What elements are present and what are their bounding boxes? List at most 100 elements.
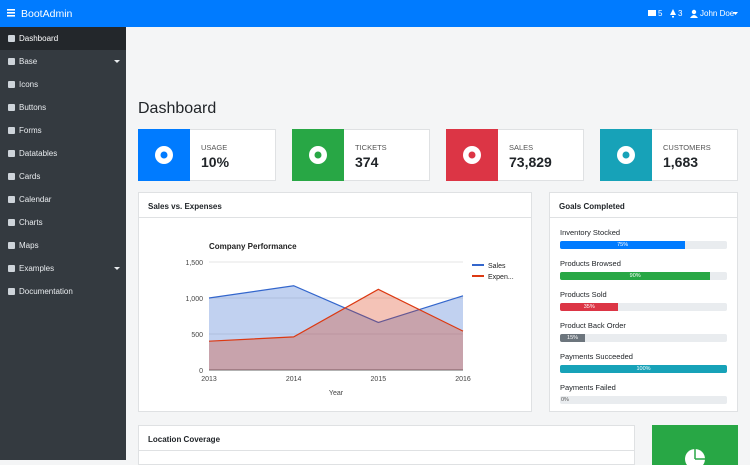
sidebar-item[interactable]: Base: [0, 50, 126, 73]
pie-icon: [685, 449, 705, 465]
sidebar-label: Dashboard: [19, 34, 59, 43]
progress-bar: 100%: [560, 365, 727, 373]
sidebar-item[interactable]: Examples: [0, 257, 126, 280]
y-tick-label: 1,000: [185, 296, 203, 303]
series-line: [208, 288, 464, 342]
bell-icon[interactable]: [669, 9, 677, 18]
sidebar-item[interactable]: Charts: [0, 211, 126, 234]
sidebar-item[interactable]: Cards: [0, 165, 126, 188]
stat-label: CUSTOMERS: [663, 143, 711, 152]
sidebar-item[interactable]: Dashboard: [0, 27, 126, 50]
card-title: Goals Completed: [559, 202, 625, 211]
sidebar-label: Forms: [19, 126, 42, 135]
sidebar-label: Calendar: [19, 195, 52, 204]
messages-icon[interactable]: [648, 10, 657, 17]
stat-value: 374: [355, 154, 379, 170]
icon: [8, 35, 15, 42]
stat-icon: [292, 129, 344, 181]
progress-track: 90%: [560, 272, 727, 280]
series-line: [208, 285, 464, 324]
x-axis-title: Year: [329, 390, 344, 397]
sidebar-label: Base: [19, 57, 38, 66]
sidebar-label: Maps: [19, 241, 39, 250]
messages-count[interactable]: 5: [658, 9, 663, 18]
sales-card: Sales vs. Expenses Company Performance 0 5…: [138, 192, 532, 412]
user-name[interactable]: John Doe: [700, 9, 735, 18]
stat-card: USAGE 10%: [138, 129, 276, 181]
icon: [8, 242, 15, 249]
icon: [8, 265, 15, 272]
sidebar-item[interactable]: Datatables: [0, 142, 126, 165]
sidebar-label: Datatables: [19, 149, 58, 158]
goal-label: Products Sold: [560, 290, 607, 299]
caret: [733, 12, 738, 15]
progress-track: 0%: [560, 396, 727, 404]
icon: [8, 81, 15, 88]
progress-label: 15%: [567, 335, 579, 341]
chart: Company Performance 0 500 1,000 1,500 2013 201…: [185, 242, 514, 397]
sidebar-item[interactable]: Buttons: [0, 96, 126, 119]
progress-bar: 15%: [560, 334, 586, 342]
progress-label: 75%: [617, 242, 629, 248]
page-title: Dashboard: [138, 100, 217, 117]
goals-card: Goals Completed Inventory Stocked 75% Prod…: [549, 192, 738, 412]
progress-track: 35%: [560, 303, 727, 311]
progress-label: 90%: [629, 273, 641, 279]
menu-icon[interactable]: [7, 9, 16, 18]
chart-title: Company Performance: [209, 242, 297, 251]
y-tick-label: 500: [191, 332, 203, 339]
progress-bar: 75%: [560, 241, 686, 249]
legend-label: Sales: [488, 263, 506, 270]
x-tick-label: 2015: [371, 376, 387, 383]
icon: [8, 127, 15, 134]
sidebar-item[interactable]: Forms: [0, 119, 126, 142]
icon: [8, 104, 15, 111]
sidebar-item[interactable]: Icons: [0, 73, 126, 96]
sidebar-label: Examples: [19, 264, 55, 273]
stat-icon: [600, 129, 652, 181]
progress-track: 75%: [560, 241, 727, 249]
divider: [139, 217, 531, 218]
green-card: [652, 425, 738, 465]
brand[interactable]: BootAdmin: [21, 8, 73, 20]
goal-label: Inventory Stocked: [560, 228, 621, 237]
progress-track: 100%: [560, 365, 727, 373]
progress-bar: 90%: [560, 272, 711, 280]
progress-label: 0%: [561, 397, 569, 403]
stat-card: CUSTOMERS 1,683: [600, 129, 738, 181]
stat-card: SALES 73,829: [446, 129, 584, 181]
sidebar-label: Cards: [19, 172, 41, 181]
sidebar-item[interactable]: Maps: [0, 234, 126, 257]
goal-label: Products Browsed: [560, 259, 621, 268]
stat-label: TICKETS: [355, 143, 387, 152]
stat-icon: [138, 129, 190, 181]
x-tick-label: 2014: [286, 376, 302, 383]
sidebar-item[interactable]: Calendar: [0, 188, 126, 211]
icon: [8, 219, 15, 226]
stat-label: USAGE: [201, 143, 228, 152]
goal-label: Payments Succeeded: [560, 352, 633, 361]
stat-icon: [446, 129, 498, 181]
sidebar-label: Buttons: [19, 103, 47, 112]
x-tick-label: 2013: [201, 376, 217, 383]
progress-label: 35%: [583, 304, 595, 310]
stat-value: 10%: [201, 154, 230, 170]
icon: [8, 150, 15, 157]
stat-card: TICKETS 374: [292, 129, 430, 181]
area-fill: [209, 285, 463, 370]
y-tick-label: 0: [199, 368, 203, 375]
divider: [139, 450, 634, 451]
y-tick-label: 1,500: [185, 260, 203, 267]
sidebar-label: Documentation: [19, 287, 73, 296]
legend-label: Expen...: [488, 274, 514, 281]
divider: [550, 217, 737, 218]
sidebar-item[interactable]: Documentation: [0, 280, 126, 303]
progress-label: 100%: [636, 366, 651, 372]
user-icon[interactable]: [690, 9, 698, 18]
progress-track: 15%: [560, 334, 727, 342]
goal-label: Product Back Order: [560, 321, 626, 330]
caret: [114, 60, 120, 63]
stat-value: 73,829: [509, 154, 552, 170]
notifications-count[interactable]: 3: [678, 9, 683, 18]
